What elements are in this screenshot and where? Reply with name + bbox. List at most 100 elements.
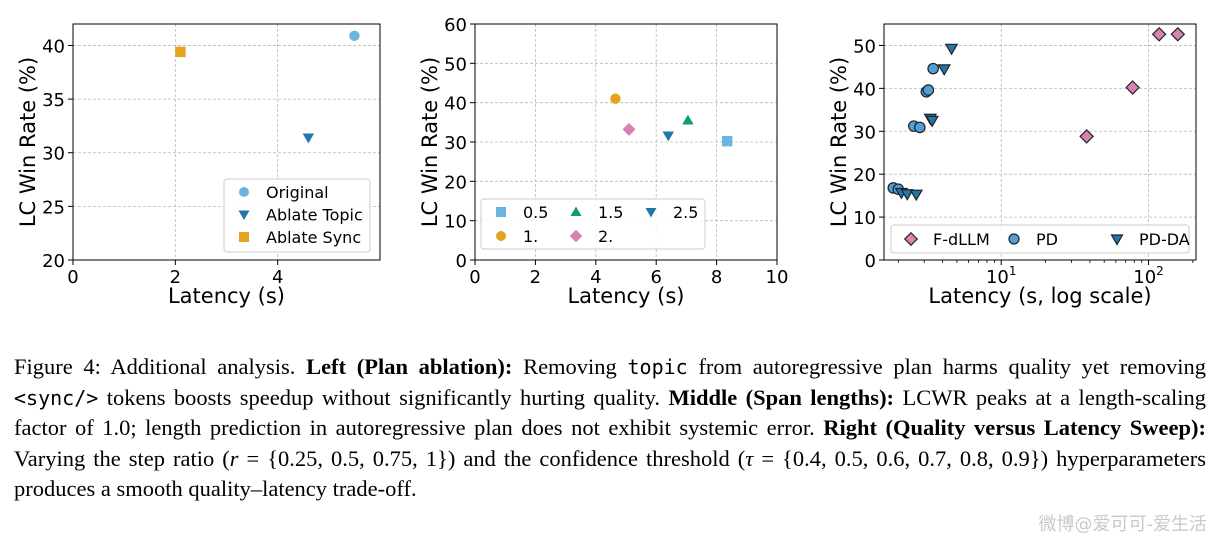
legend-marker [239, 187, 249, 197]
legend-box [223, 178, 371, 253]
legend-label: PD [1036, 230, 1058, 249]
y-axis-label: LC Win Rate (%) [418, 57, 442, 227]
y-tick-label: 25 [42, 197, 65, 218]
caption-intro: Additional analysis. [110, 354, 296, 379]
y-tick-label: 40 [444, 94, 467, 115]
left-text-1: Removing [523, 354, 617, 379]
y-tick-label: 40 [42, 36, 65, 57]
y-tick-label: 50 [853, 36, 876, 57]
data-point-original [349, 30, 360, 41]
data-point-f-dllm [1125, 80, 1140, 95]
y-axis-label: LC Win Rate (%) [827, 57, 851, 227]
legend-box [480, 198, 706, 250]
plot-frame [474, 23, 778, 261]
legend-label: Original [266, 183, 329, 202]
x-tick-label: 10 [766, 267, 789, 288]
data-point-pd-da [944, 43, 959, 56]
legend-marker [238, 210, 250, 220]
y-tick-label: 40 [853, 79, 876, 100]
legend-label: Ablate Sync [266, 228, 361, 247]
x-axis-label: Latency (s, log scale) [928, 284, 1151, 308]
figure-caption: Figure 4: Additional analysis. Left (Pla… [14, 352, 1206, 505]
x-axis-label: Latency (s) [567, 284, 684, 308]
x-tick-label: 0 [469, 267, 480, 288]
legend-label: F-dLLM [933, 230, 990, 249]
data-point-pd [927, 62, 939, 75]
legend-marker [496, 231, 506, 241]
y-tick-label: 35 [42, 90, 65, 111]
legend-label: 0.5 [523, 203, 548, 222]
y-tick-label: 30 [444, 133, 467, 154]
data-point-pd-da [925, 115, 939, 128]
data-point-2-5 [662, 131, 674, 142]
right-text-3: = {0.4, 0.5, 0.6, 0.7, 0.8, 0.9}) hyperp… [14, 445, 1206, 502]
data-point-0-5 [721, 136, 733, 147]
data-point-f-dllm [1151, 26, 1167, 42]
legend-label: 2. [598, 227, 613, 246]
x-tick-label: 4 [272, 267, 283, 288]
y-tick-label: 30 [42, 144, 65, 165]
x-tick-label: 4 [590, 267, 601, 288]
y-tick-label: 0 [865, 251, 876, 272]
y-tick-label: 10 [853, 208, 876, 229]
span-lengths-chart: 0 10 20 30 40 50 60 0 2 4 6 8 10 Latency (s) LC Win Ra… [418, 15, 788, 308]
watermark: 微博@爱可可-爱生活 [1038, 514, 1208, 535]
legend-label: Ablate Topic [266, 206, 363, 225]
y-tick-label: 50 [444, 54, 467, 75]
x-tick-label: 0 [67, 267, 78, 288]
data-point-2- [622, 122, 636, 136]
legend-label: 1. [523, 227, 538, 246]
y-tick-label: 10 [444, 212, 467, 233]
data-point-f-dllm [1170, 26, 1186, 42]
data-point-1-5 [682, 114, 694, 125]
data-point-pd-da [909, 189, 924, 202]
x-axis-label: Latency (s) [168, 284, 285, 308]
x-tick-label: 6 [650, 267, 661, 288]
legend-marker [1008, 233, 1020, 245]
data-point-ablate-sync [175, 46, 186, 58]
figure-label: Figure 4: [14, 354, 101, 379]
y-tick-label: 20 [853, 165, 876, 186]
legend-marker [570, 206, 582, 216]
right-symbol-r: r [229, 445, 239, 471]
legend-marker [569, 229, 583, 243]
data-point-f-dllm [1079, 129, 1094, 144]
y-tick-label: 30 [853, 122, 876, 143]
legend-marker [239, 232, 249, 242]
y-tick-label: 60 [444, 15, 467, 36]
legend-box [890, 224, 1190, 254]
data-point-pd-da [900, 189, 914, 201]
legend-label: 2.5 [673, 203, 698, 222]
middle-heading: Middle (Span lengths): [668, 384, 895, 410]
y-tick-label: 0 [456, 251, 467, 272]
data-point-pd [913, 121, 926, 134]
middle-text: LCWR peaks at a length-scaling factor of… [14, 384, 1207, 441]
data-point-pd [922, 84, 935, 96]
x-tick-label: 8 [711, 267, 722, 288]
left-text-2: from autoregressive plan harms quality y… [698, 354, 1207, 379]
left-code-topic: topic [627, 355, 688, 379]
left-heading: Left (Plan ablation): [306, 354, 513, 379]
plot-frame [72, 23, 381, 261]
legend-marker [1110, 234, 1124, 246]
right-text-1: Varying the step ratio ( [14, 445, 230, 471]
y-tick-label: 20 [42, 251, 65, 272]
legend-marker [903, 231, 919, 247]
plot-frame [883, 23, 1197, 261]
data-point-ablate-topic [302, 133, 315, 144]
data-point-1- [610, 93, 621, 104]
legend-label: PD-DA [1139, 230, 1190, 249]
left-code-sync: <sync/> [14, 385, 99, 410]
left-text-3: tokens boosts speedup without significan… [106, 384, 661, 410]
x-tick-label: 2 [530, 267, 541, 288]
right-text-2: = {0.25, 0.5, 0.75, 1}) and the confiden… [238, 445, 746, 471]
right-heading: Right (Quality versus Latency Sweep): [823, 415, 1206, 440]
right-symbol-tau: τ [745, 445, 754, 471]
y-axis-label: LC Win Rate (%) [16, 57, 40, 227]
legend-marker [645, 208, 657, 218]
legend-marker [496, 207, 506, 217]
x-tick-label: 102 [1133, 264, 1164, 288]
